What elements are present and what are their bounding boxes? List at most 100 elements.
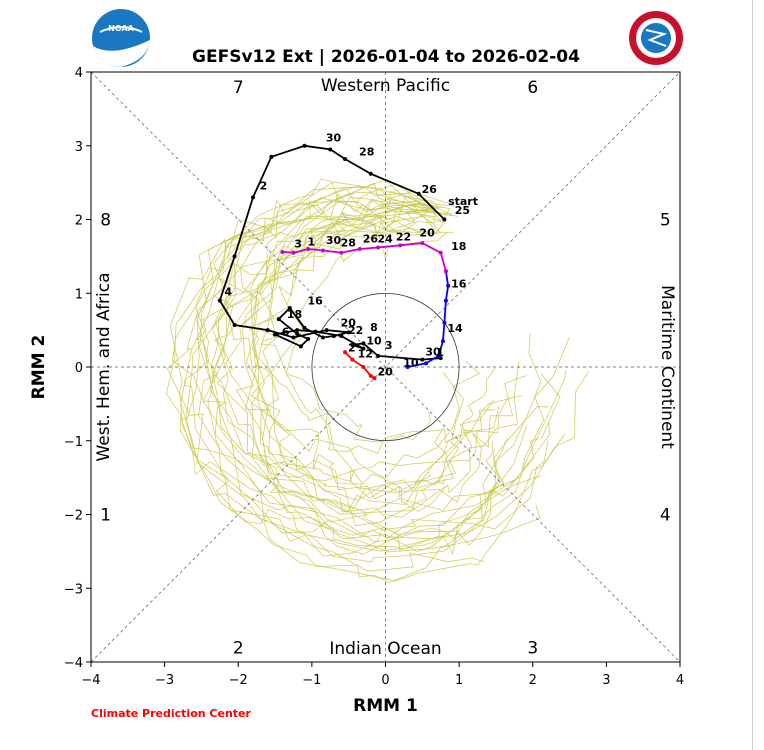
series-point	[232, 254, 237, 259]
day-label: 28	[341, 236, 356, 249]
ensemble-member-line	[244, 205, 523, 510]
x-tick-label: 4	[676, 673, 684, 688]
phase-label: 8	[100, 211, 111, 231]
series-point	[438, 250, 443, 255]
day-label: 10	[403, 356, 419, 369]
ensemble-member-line	[195, 200, 542, 555]
chart-title: GEFSv12 Ext | 2026-01-04 to 2026-02-04	[192, 47, 580, 67]
ensemble-member-line	[250, 208, 435, 454]
series-point	[436, 353, 441, 358]
series-line	[218, 144, 446, 361]
day-label: 30	[425, 345, 441, 358]
region-label-left: West. Hem. and Africa	[94, 272, 114, 461]
y-tick-label: 3	[75, 140, 83, 155]
series-point	[339, 250, 344, 255]
phase-label: 1	[100, 506, 111, 526]
phase-label: 6	[527, 78, 538, 98]
ensemble-member-line	[225, 210, 496, 469]
series-point	[442, 217, 447, 222]
region-label-right: Maritime Continent	[657, 285, 677, 449]
series-point	[306, 336, 311, 341]
series-point	[368, 171, 373, 176]
series-point	[280, 249, 285, 254]
day-label: 2	[260, 179, 268, 192]
diagonal-guide	[90, 71, 681, 663]
x-tick-label: −1	[302, 673, 321, 688]
series-point	[350, 357, 355, 362]
day-label: 1	[436, 346, 444, 359]
day-label: 12	[358, 348, 373, 361]
phase-label: 2	[233, 638, 244, 658]
ensemble-member-line	[165, 186, 541, 584]
x-tick-label: 0	[381, 673, 389, 688]
credit-label: Climate Prediction Center	[91, 707, 251, 720]
y-tick-label: −2	[64, 509, 83, 524]
y-tick-label: −4	[64, 656, 83, 671]
phase-label: 3	[527, 638, 538, 658]
ensemble-member-line	[166, 182, 549, 582]
ensemble-member-line	[260, 222, 496, 444]
series-point	[443, 269, 448, 274]
ensemble-member-line	[180, 217, 542, 563]
series-point	[339, 334, 344, 339]
x-tick-label: −4	[81, 673, 100, 688]
ensemble-member-line	[213, 200, 549, 523]
y-tick-label: 0	[75, 361, 83, 376]
series-point	[313, 329, 318, 334]
series-point	[376, 245, 381, 250]
x-tick-label: −3	[155, 673, 174, 688]
day-label: 25	[455, 204, 470, 217]
x-tick-label: 3	[602, 673, 610, 688]
series-point	[376, 353, 381, 358]
ensemble-member-line	[253, 214, 481, 483]
series-point	[298, 344, 303, 349]
series-point	[328, 147, 333, 152]
series-point	[302, 143, 307, 148]
series-point	[232, 322, 237, 327]
day-label: 18	[451, 240, 466, 253]
y-axis-label: RMM 2	[29, 335, 49, 400]
ensemble-member-line	[180, 186, 528, 551]
phase-label: 7	[233, 78, 244, 98]
region-label-top: Western Pacific	[321, 76, 450, 96]
series-point	[361, 365, 366, 369]
series-point	[265, 328, 270, 333]
day-label: 1	[308, 236, 316, 249]
ensemble-member-line	[183, 193, 566, 557]
series-point	[273, 332, 278, 337]
day-label: 26	[422, 183, 438, 196]
y-tick-label: −3	[64, 582, 83, 597]
day-label: 14	[447, 322, 463, 335]
series-point	[372, 376, 377, 381]
day-label: 22	[396, 230, 411, 243]
y-tick-label: −1	[64, 435, 83, 450]
ensemble-member-line	[169, 178, 507, 552]
series-point	[350, 342, 355, 347]
day-label: 8	[370, 321, 378, 334]
ensemble-member-line	[252, 215, 527, 503]
series-point	[446, 283, 451, 288]
series-point	[320, 248, 325, 253]
chart-labels: Western Pacific Indian Ocean West. Hem. an…	[91, 76, 677, 720]
series-point	[420, 357, 425, 362]
day-label: 24	[377, 233, 393, 246]
series-point	[250, 195, 255, 200]
series-point	[423, 361, 428, 366]
series-point	[287, 306, 292, 310]
series-point	[291, 250, 296, 255]
phase-label: 4	[660, 506, 671, 526]
svg-text:NOAA: NOAA	[108, 24, 134, 33]
start-label: start	[448, 195, 478, 208]
day-label: 4	[224, 286, 232, 299]
series-point	[368, 373, 373, 378]
series-point	[276, 317, 281, 322]
day-label: 20	[377, 365, 393, 378]
series-point	[346, 330, 351, 335]
day-label: 22	[348, 324, 363, 337]
series-point	[324, 328, 329, 333]
day-label: 2	[348, 342, 356, 355]
day-label: 26	[363, 233, 379, 246]
